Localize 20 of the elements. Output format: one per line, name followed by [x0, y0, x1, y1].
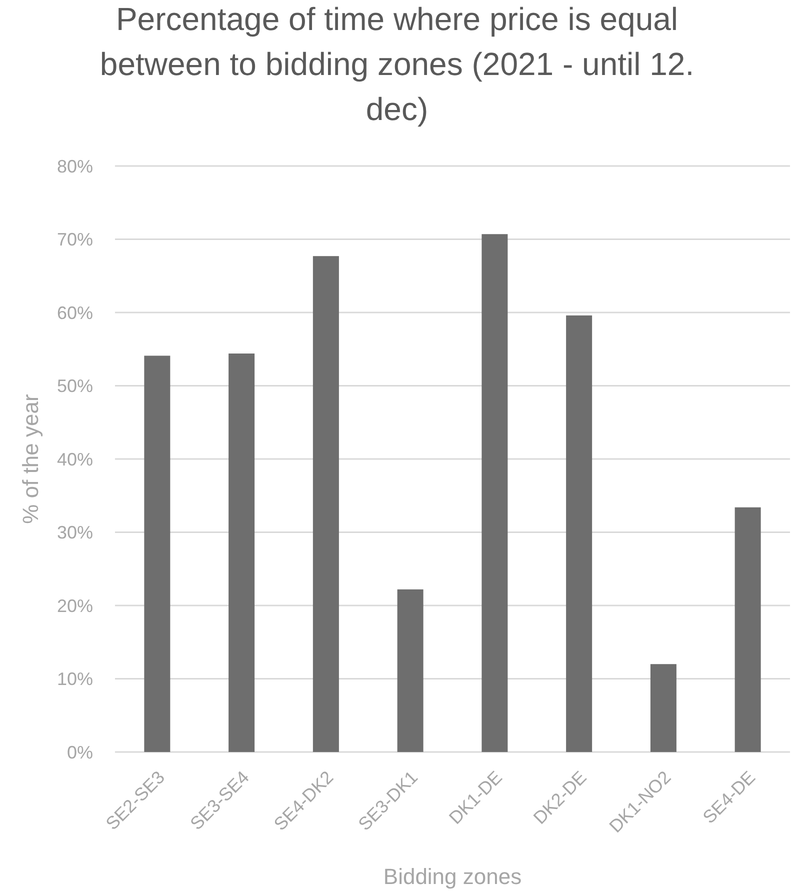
bar	[144, 356, 170, 752]
x-axis-title: Bidding zones	[383, 864, 522, 889]
bar	[482, 234, 508, 752]
y-tick-label: 30%	[56, 522, 93, 543]
chart-title: Percentage of time where price is equal between to bidding zones (2021 - until 12. dec)	[100, 1, 694, 127]
y-tick-label: 50%	[56, 376, 93, 396]
bar	[650, 664, 676, 752]
bar	[312, 256, 339, 752]
y-tick-label: 20%	[56, 596, 93, 616]
y-tick-label: 80%	[56, 156, 93, 176]
y-tick-label: 60%	[56, 302, 93, 323]
bar	[734, 507, 761, 752]
y-tick-label: 40%	[56, 449, 93, 470]
y-tick-label: 0%	[66, 742, 93, 762]
bar	[566, 315, 592, 752]
y-tick-label: 10%	[56, 669, 93, 690]
y-tick-label: 70%	[56, 230, 93, 250]
bar	[228, 354, 255, 752]
y-axis-title: % of the year	[18, 394, 43, 524]
bar	[397, 589, 424, 752]
